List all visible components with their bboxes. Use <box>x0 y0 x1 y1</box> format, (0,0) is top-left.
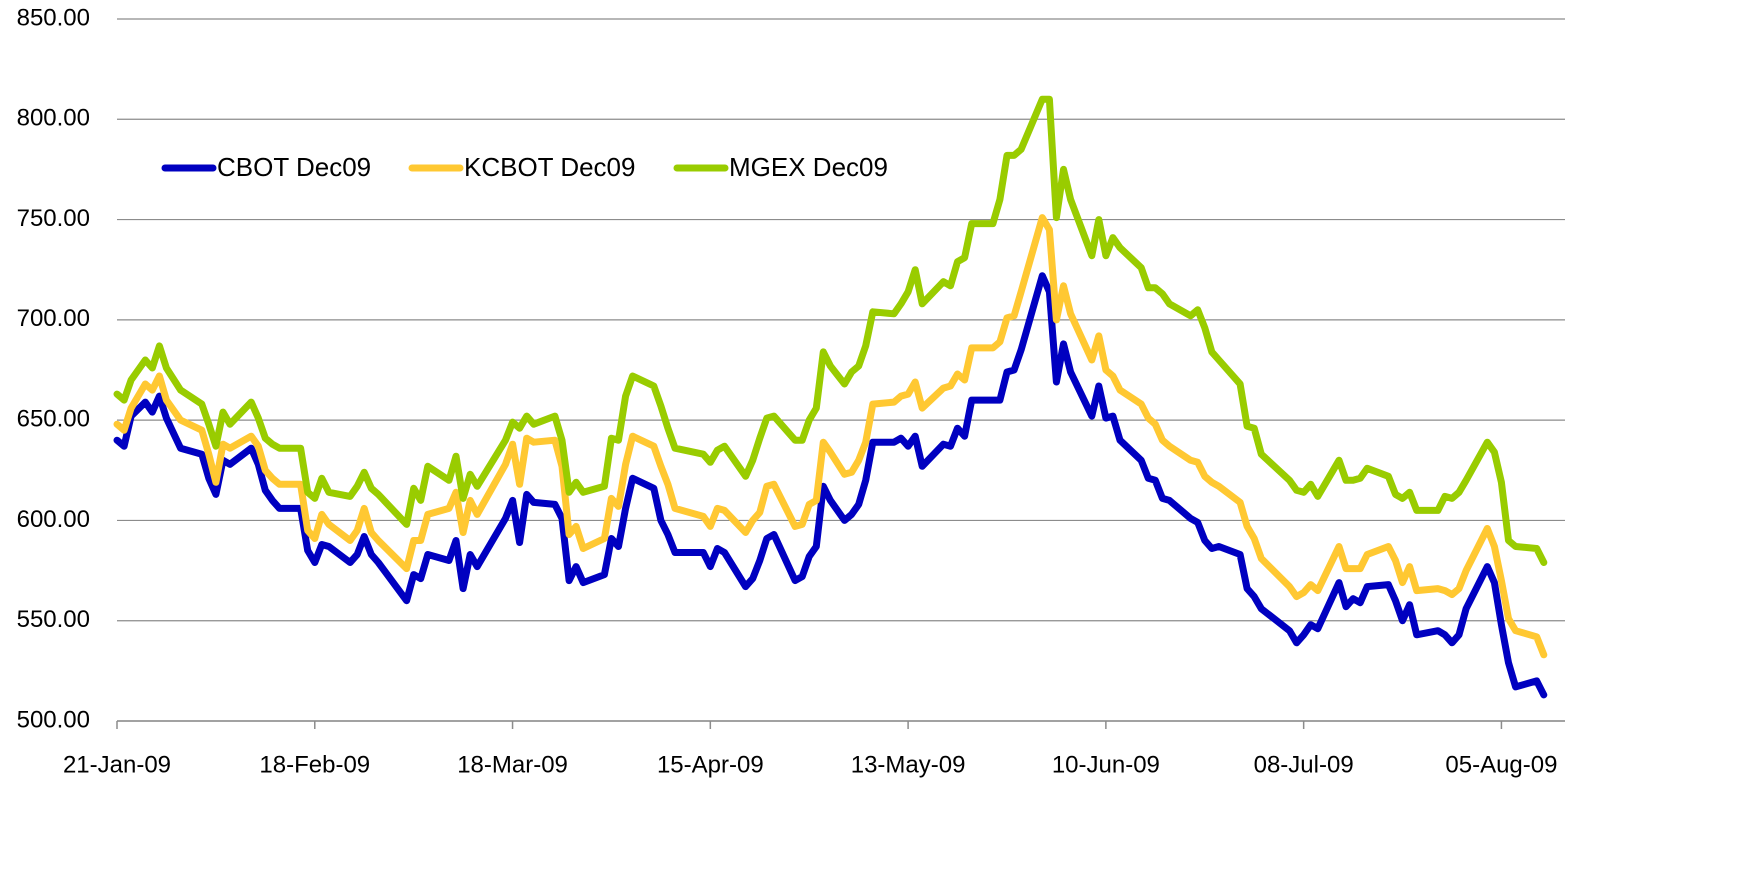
x-tick-label: 15-Apr-09 <box>657 751 764 778</box>
series-line <box>113 95 1548 566</box>
y-tick-label: 550.00 <box>17 606 90 633</box>
x-tick-label: 08-Jul-09 <box>1254 751 1354 778</box>
legend-label: KCBOT Dec09 <box>464 152 635 182</box>
legend-label: MGEX Dec09 <box>729 152 888 182</box>
series-line <box>113 272 1548 699</box>
x-tick-label: 21-Jan-09 <box>63 751 171 778</box>
y-tick-label: 750.00 <box>17 205 90 232</box>
x-tick-label: 05-Aug-09 <box>1445 751 1557 778</box>
y-tick-label: 850.00 <box>17 4 90 31</box>
y-tick-label: 650.00 <box>17 405 90 432</box>
y-tick-label: 600.00 <box>17 506 90 533</box>
y-tick-label: 700.00 <box>17 305 90 332</box>
y-tick-label: 800.00 <box>17 105 90 132</box>
x-tick-label: 13-May-09 <box>851 751 966 778</box>
x-tick-label: 18-Mar-09 <box>457 751 568 778</box>
x-tick-label: 10-Jun-09 <box>1052 751 1160 778</box>
legend-label: CBOT Dec09 <box>217 152 371 182</box>
y-tick-label: 500.00 <box>17 706 90 733</box>
x-tick-label: 18-Feb-09 <box>259 751 370 778</box>
series-line <box>113 214 1548 659</box>
